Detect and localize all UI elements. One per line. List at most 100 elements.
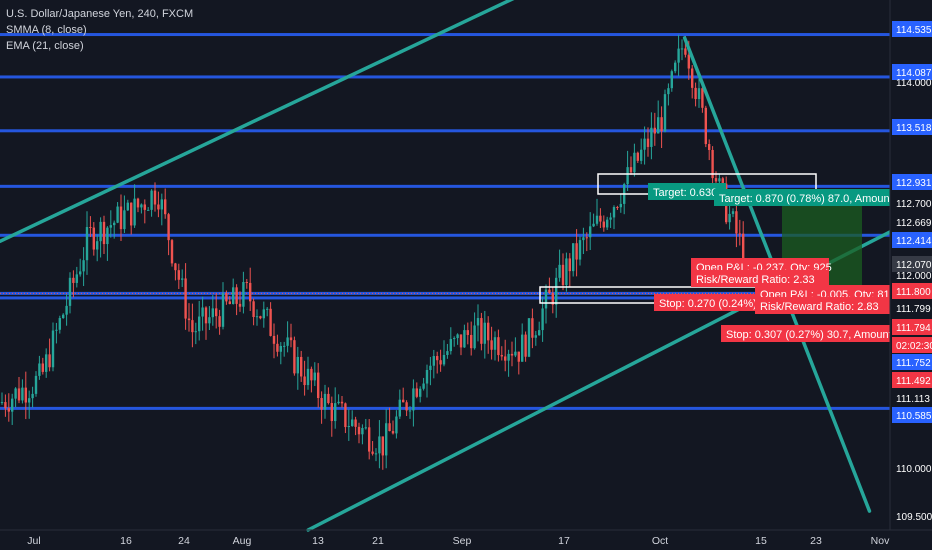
candle-body-3 [11,398,14,412]
time-tick-5: 21 [372,535,384,547]
candle-body-15 [51,330,55,368]
candle-body-91 [310,368,313,381]
candle-body-208 [708,144,711,150]
legend-ema: EMA (21, close) [6,40,84,52]
candle-body-63 [215,308,218,317]
candle-body-177 [602,221,605,228]
candle-body-102 [347,425,350,428]
candle-body-168 [572,243,575,272]
candle-body-60 [204,307,208,324]
candle-body-195 [663,94,667,132]
price-tick-7: 112.414 [896,236,932,247]
time-tick-9: 15 [755,535,767,547]
candle-body-149 [507,353,510,361]
candle-body-121 [412,388,415,411]
price-tick-bg-10 [892,283,932,299]
candle-body-33 [113,222,116,226]
position2-rr-label-text: Risk/Reward Ratio: 2.83 [760,301,879,313]
horizontal-levels [0,33,890,410]
level-line-6 [0,296,890,300]
candle-body-41 [140,204,143,208]
candle-body-174 [592,223,595,227]
candle-body-90 [306,368,310,386]
candle-body-112 [381,436,384,456]
candle-body-59 [201,307,204,317]
candle-body-160 [544,289,548,309]
price-tick-2: 114.000 [896,78,932,89]
candle-body-188 [640,149,643,161]
time-tick-11: Nov [871,535,890,547]
candle-body-40 [136,198,140,208]
candle-body-57 [194,331,197,333]
candle-body-123 [419,388,422,397]
candle-body-142 [483,322,486,344]
trend-line-0 [0,0,515,244]
candle-body-154 [524,334,527,357]
price-axis-bg [890,0,932,550]
candle-body-166 [565,258,568,286]
price-tick-bg-12 [892,319,932,335]
candle-body-186 [633,152,636,173]
candle-body-185 [629,167,633,173]
candle-body-214 [728,213,731,223]
candle-body-28 [96,241,99,250]
position1-target-label-bg [648,183,726,200]
candle-body-193 [657,117,660,134]
candle-body-205 [697,88,701,100]
candle-body-18 [62,314,65,319]
price-tick-bg-1 [892,64,932,80]
candle-body-51 [174,263,177,271]
candle-body-215 [731,211,735,214]
candle-body-126 [429,365,432,370]
candle-body-46 [157,204,160,210]
candle-body-206 [701,88,704,108]
position1-stop-label-bg [654,294,786,311]
candle-body-197 [670,71,673,89]
level-line-7 [0,406,890,410]
candle-body-152 [517,351,520,362]
candle-body-7 [24,387,27,403]
candle-body-130 [442,354,446,365]
candle-body-181 [616,207,619,209]
candle-body-20 [68,277,72,306]
candle-body-120 [408,410,412,412]
price-tick-16: 111.113 [896,394,930,405]
candle-body-66 [225,293,228,302]
candle-body-144 [490,340,493,350]
candle-body-21 [72,277,75,283]
candle-body-182 [619,203,622,208]
candle-body-162 [551,292,554,305]
candle-body-151 [514,351,517,356]
candle-body-135 [459,334,463,348]
candle-body-169 [575,243,578,260]
candle-body-94 [320,398,323,410]
candle-body-29 [99,221,102,242]
price-tick-bg-3 [892,119,932,135]
candle-body-74 [252,301,255,318]
candle-body-140 [476,318,480,326]
position1-target-label-text: Target: 0.630 [653,187,717,199]
candle-body-80 [272,335,276,344]
candle-body-84 [286,337,289,346]
candle-body-85 [289,337,293,341]
candle-body-148 [504,356,507,361]
position1-rr-label: Risk/Reward Ratio: 2.33 [691,270,829,287]
candle-body-209 [711,149,714,179]
candle-body-178 [606,219,609,228]
price-tick-15: 111.492 [896,376,931,387]
candle-body-203 [691,68,694,88]
candle-body-99 [337,401,340,404]
candle-body-27 [92,227,95,250]
level-line-4 [0,233,890,237]
candle-body-191 [650,127,653,147]
candle-body-6 [21,387,24,401]
price-tick-19: 109.500 [896,512,932,523]
candle-body-105 [357,426,361,435]
candle-body-75 [255,316,259,318]
candle-body-217 [738,233,741,235]
candle-body-35 [119,206,123,230]
time-tick-3: Aug [233,535,252,547]
candle-body-11 [38,363,41,376]
